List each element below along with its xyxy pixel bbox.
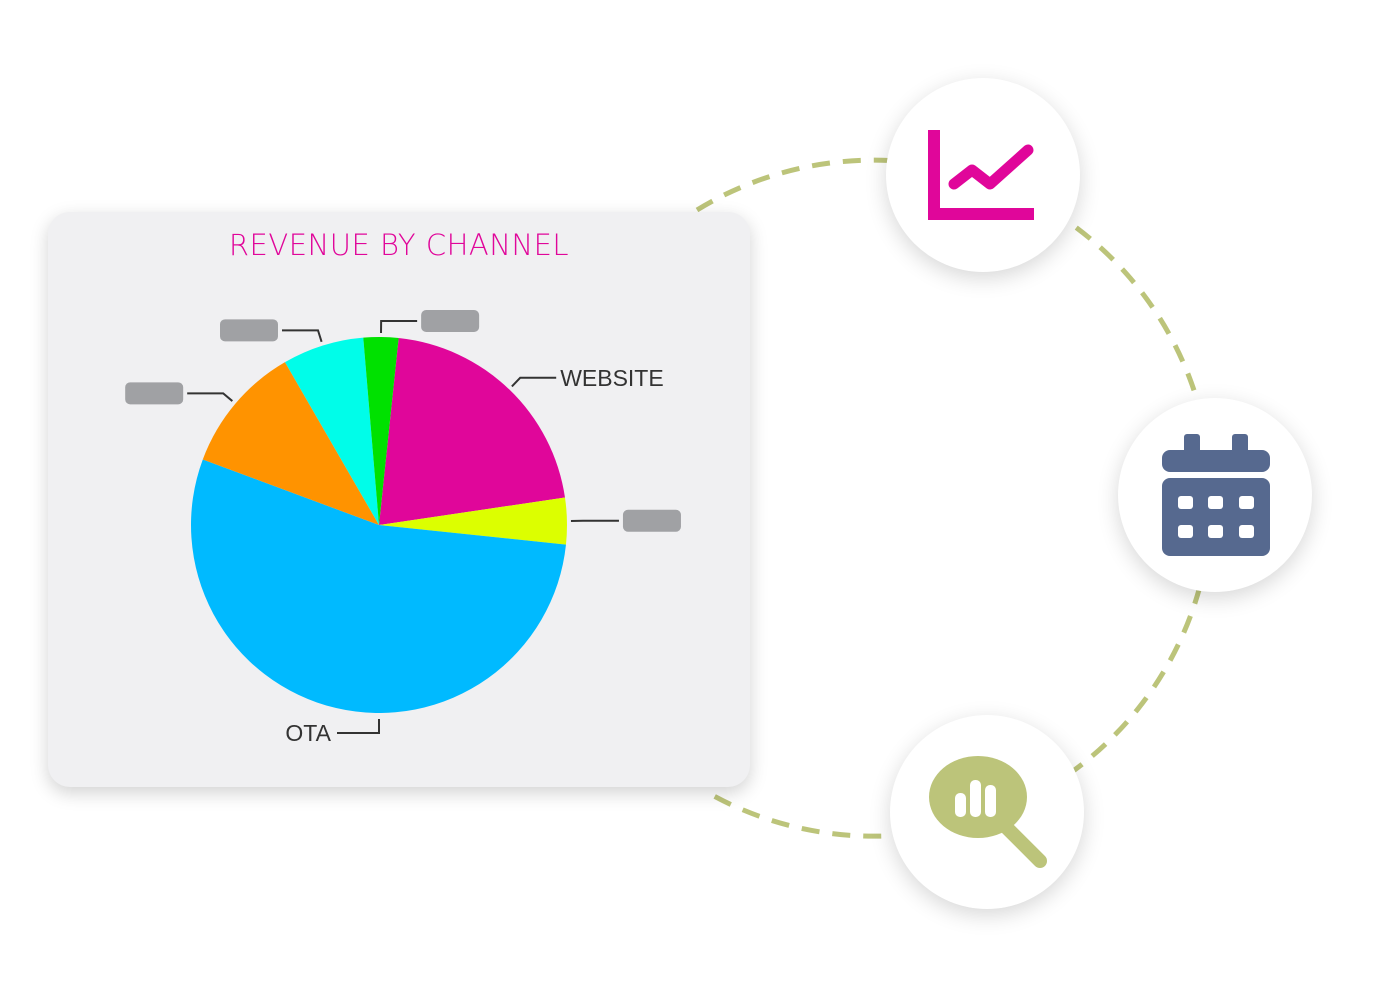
- search-analytics-button[interactable]: [890, 715, 1084, 909]
- leader-line-2: [337, 719, 380, 734]
- slice-label-placeholder-1: [622, 509, 681, 532]
- pie-slice-2: [190, 459, 566, 713]
- leader-line-0: [511, 376, 557, 388]
- slice-label-placeholder-3: [125, 382, 184, 405]
- calendar-button[interactable]: [1118, 398, 1312, 592]
- pie-chart: WEBSITE OTA: [125, 310, 681, 746]
- slice-label-2: OTA: [285, 720, 331, 746]
- analytics-button[interactable]: [886, 78, 1080, 272]
- pie-slice-0: [379, 338, 565, 525]
- calendar-icon: [1162, 434, 1270, 556]
- pie-slice-3: [202, 362, 379, 525]
- leader-line-5: [380, 320, 418, 334]
- search-analytics-icon: [929, 756, 1047, 868]
- revenue-card: REVENUE BY CHANNEL WEBSITE OTA: [48, 212, 750, 787]
- leader-line-3: [187, 392, 233, 402]
- leader-line-4: [281, 329, 323, 343]
- slice-label-0: WEBSITE: [560, 365, 664, 391]
- line-chart-icon: [928, 130, 1034, 220]
- slice-label-placeholder-5: [421, 310, 480, 333]
- pie-slice-5: [363, 337, 399, 525]
- pie-slice-1: [379, 497, 567, 545]
- chart-title: REVENUE BY CHANNEL: [228, 228, 570, 262]
- pie-slice-4: [285, 337, 379, 525]
- slice-label-placeholder-4: [219, 319, 278, 342]
